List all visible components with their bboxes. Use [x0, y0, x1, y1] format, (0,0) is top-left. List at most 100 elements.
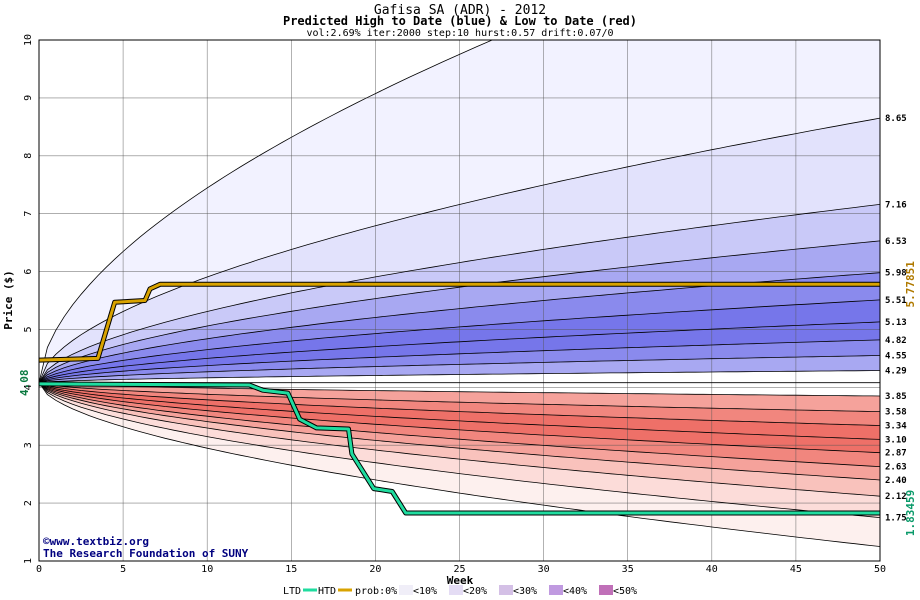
series-htd — [39, 282, 880, 362]
right-label-8.65: 8.65 — [885, 114, 907, 124]
y-tick-label-8: 8 — [23, 153, 34, 159]
legend-prob-1: <10% — [413, 586, 437, 597]
contour-12 — [39, 382, 880, 426]
right-label-6.53: 6.53 — [885, 237, 907, 247]
contour-2 — [39, 339, 880, 384]
legend: LTD HTD prob:0% <10% <20% <30% <40% <50% — [283, 585, 637, 597]
right-label-1.75: 1.75 — [885, 514, 907, 524]
right-label-3.34: 3.34 — [885, 422, 907, 432]
contour-18 — [39, 382, 880, 518]
band-low-7 — [39, 382, 880, 497]
htd-final-label: 5.77851 — [904, 261, 917, 308]
legend-prob-2: <20% — [463, 586, 487, 597]
htd-ltd-paths — [39, 281, 880, 516]
quantile-contours — [39, 40, 880, 547]
band-low-5 — [39, 382, 880, 467]
contour-15 — [39, 382, 880, 467]
contour-1 — [39, 355, 880, 384]
right-quantile-labels: 8.65 7.16 6.53 5.98 5.51 5.13 4.82 4.55 4.29 3.85… — [885, 114, 907, 523]
legend-prob-5: <50% — [613, 586, 637, 597]
band-low-6 — [39, 382, 880, 480]
legend-htd-label: HTD — [318, 586, 336, 597]
y-tick-label-10: 10 — [23, 34, 34, 46]
y-tick-label-4: 4 — [23, 384, 34, 390]
series-ltd — [39, 382, 880, 515]
contour-0 — [39, 370, 880, 384]
chart-subtitle: Predicted High to Date (blue) & Low to D… — [283, 14, 637, 28]
x-tick-label-5: 5 — [120, 564, 126, 575]
legend-swatch-1 — [399, 585, 413, 595]
contour-9 — [39, 40, 494, 383]
contour-13 — [39, 382, 880, 440]
credit-copyright: ©www.textbiz.org — [43, 535, 149, 548]
right-label-4.82: 4.82 — [885, 336, 907, 346]
x-tick-label-0: 0 — [36, 564, 42, 575]
contour-10 — [39, 382, 880, 397]
x-tick-label-40: 40 — [706, 564, 718, 575]
band-low-4 — [39, 382, 880, 453]
right-label-2.40: 2.40 — [885, 476, 907, 486]
right-label-5.98: 5.98 — [885, 269, 907, 279]
y-tick-label-3: 3 — [23, 442, 34, 448]
contour-19 — [39, 382, 880, 547]
chart-title: Gafisa SA (ADR) - 2012 — [374, 3, 546, 18]
legend-swatch-3 — [499, 585, 513, 595]
right-label-7.16: 7.16 — [885, 200, 907, 210]
right-label-3.10: 3.10 — [885, 435, 907, 445]
band-low-9 — [39, 382, 880, 547]
right-label-2.63: 2.63 — [885, 463, 907, 473]
right-label-2.87: 2.87 — [885, 449, 907, 459]
contour-16 — [39, 382, 880, 481]
right-label-3.85: 3.85 — [885, 392, 907, 402]
band-high-5 — [39, 272, 880, 383]
right-label-4.55: 4.55 — [885, 351, 907, 361]
legend-ltd-label: LTD — [283, 586, 301, 597]
x-tick-label-15: 15 — [285, 564, 297, 575]
x-tick-label-20: 20 — [369, 564, 381, 575]
start-price-label: 4.08 — [18, 369, 31, 396]
legend-swatch-2 — [449, 585, 463, 595]
x-tick-label-50: 50 — [874, 564, 886, 575]
right-label-5.13: 5.13 — [885, 318, 907, 328]
x-tick-label-25: 25 — [453, 564, 465, 575]
contour-3 — [39, 321, 880, 384]
y-tick-label-1: 1 — [23, 558, 34, 564]
legend-swatch-4 — [549, 585, 563, 595]
right-label-3.58: 3.58 — [885, 408, 907, 418]
contour-4 — [39, 299, 880, 384]
y-tick-label-9: 9 — [23, 95, 34, 101]
y-tick-label-6: 6 — [23, 269, 34, 275]
legend-prob-4: <40% — [563, 586, 587, 597]
contour-14 — [39, 382, 880, 454]
band-high-6 — [39, 240, 880, 383]
contour-6 — [39, 240, 880, 383]
x-tick-label-35: 35 — [622, 564, 634, 575]
x-tick-label-30: 30 — [538, 564, 550, 575]
y-axis-label: Price ($) — [2, 270, 15, 330]
contour-7 — [39, 204, 880, 383]
contour-11 — [39, 382, 880, 412]
band-high-7 — [39, 204, 880, 383]
x-tick-label-45: 45 — [790, 564, 802, 575]
x-axis-label: Week — [447, 574, 474, 587]
legend-prob-label: prob:0% — [355, 586, 397, 597]
right-label-2.12: 2.12 — [885, 492, 907, 502]
credit-foundation: The Research Foundation of SUNY — [43, 547, 249, 560]
right-label-4.29: 4.29 — [885, 367, 907, 377]
band-low-8 — [39, 382, 880, 518]
y-tick-label-7: 7 — [23, 211, 34, 217]
ltd-final-label: 1.83459 — [904, 490, 917, 536]
chart-params: vol:2.69% iter:2000 step:10 hurst:0.57 d… — [306, 28, 613, 39]
right-label-5.51: 5.51 — [885, 296, 907, 306]
legend-swatch-5 — [599, 585, 613, 595]
y-tick-label-5: 5 — [23, 326, 34, 332]
plot-frame — [38, 39, 881, 562]
band-low-3 — [39, 382, 880, 440]
x-tick-label-10: 10 — [201, 564, 213, 575]
legend-prob-3: <30% — [513, 586, 537, 597]
band-high-9 — [39, 40, 880, 383]
contour-17 — [39, 382, 880, 497]
contour-8 — [39, 117, 880, 383]
